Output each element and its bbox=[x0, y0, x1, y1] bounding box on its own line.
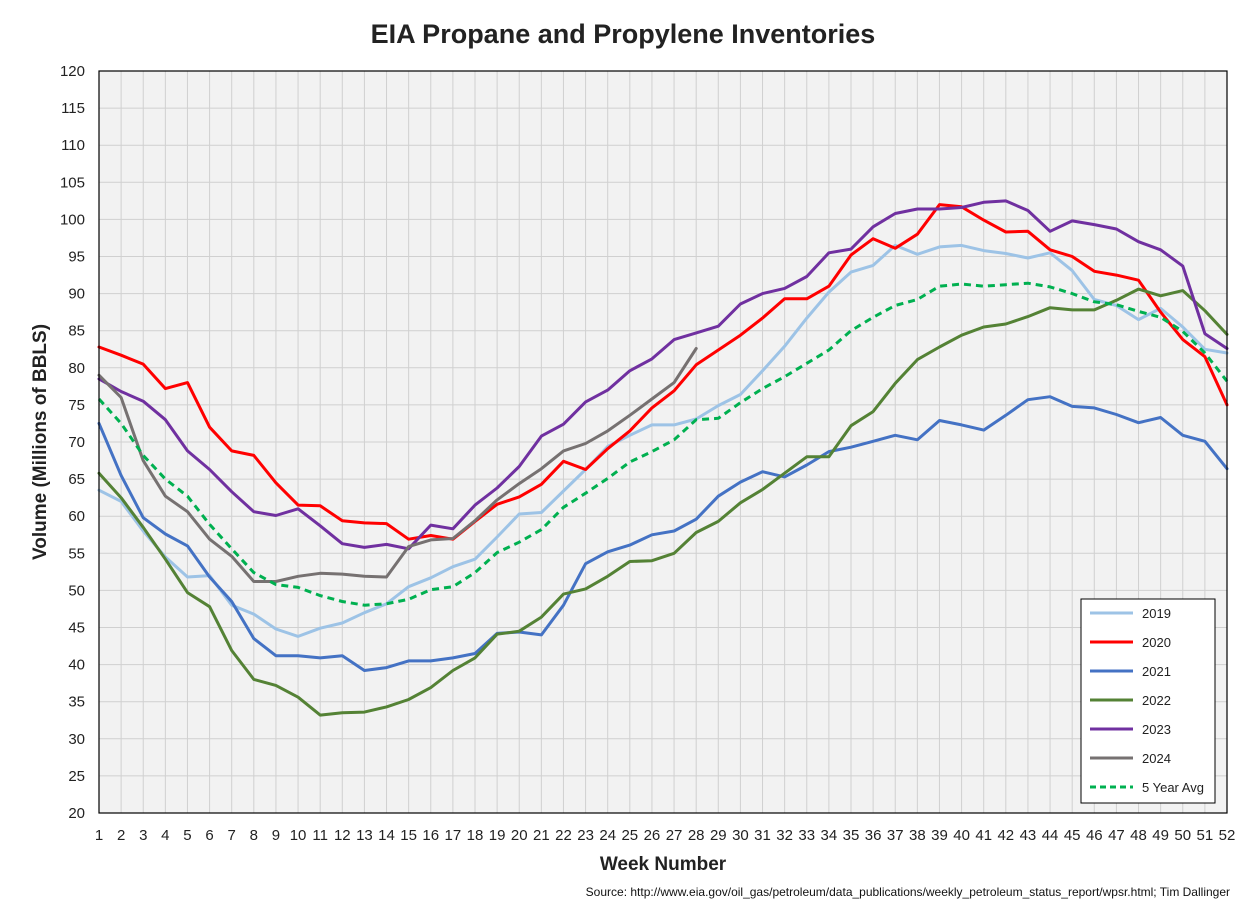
x-tick-label: 23 bbox=[577, 827, 594, 844]
x-tick-label: 40 bbox=[953, 827, 970, 844]
x-tick-label: 35 bbox=[843, 827, 860, 844]
x-tick-label: 28 bbox=[688, 827, 705, 844]
y-tick-label: 50 bbox=[68, 582, 85, 599]
x-tick-label: 47 bbox=[1108, 827, 1125, 844]
legend: 2019 2020 2021 2022 2023 2024 5 Year Avg bbox=[1080, 598, 1216, 804]
x-tick-label: 48 bbox=[1130, 827, 1147, 844]
source-note: Source: http://www.eia.gov/oil_gas/petro… bbox=[586, 885, 1230, 899]
series-line-2020 bbox=[97, 203, 1229, 541]
x-tick-label: 17 bbox=[445, 827, 462, 844]
y-tick-label: 55 bbox=[68, 545, 85, 562]
x-tick-label: 44 bbox=[1042, 827, 1059, 844]
x-tick-label: 34 bbox=[821, 827, 838, 844]
legend-label: 2021 bbox=[1142, 664, 1171, 679]
x-tick-label: 9 bbox=[272, 827, 280, 844]
y-tick-labels: 20 25 30 35 40 45 50 55 60 65 70 75 80 85 90 95 100 105 11… bbox=[60, 63, 85, 822]
x-tick-label: 43 bbox=[1020, 827, 1037, 844]
x-tick-label: 39 bbox=[931, 827, 948, 844]
y-tick-label: 80 bbox=[68, 360, 85, 377]
y-tick-label: 20 bbox=[68, 805, 85, 822]
x-tick-label: 22 bbox=[555, 827, 572, 844]
x-tick-label: 4 bbox=[161, 827, 169, 844]
x-tick-label: 14 bbox=[378, 827, 395, 844]
series-lines bbox=[97, 199, 1229, 717]
x-tick-label: 37 bbox=[887, 827, 904, 844]
x-tick-label: 42 bbox=[997, 827, 1014, 844]
x-tick-label: 13 bbox=[356, 827, 373, 844]
x-tick-label: 45 bbox=[1064, 827, 1081, 844]
y-axis-title: Volume (Millions of BBLS) bbox=[30, 324, 51, 560]
y-tick-label: 30 bbox=[68, 731, 85, 748]
x-tick-label: 24 bbox=[599, 827, 616, 844]
x-tick-label: 27 bbox=[666, 827, 683, 844]
series-line-2023 bbox=[97, 199, 1229, 551]
x-tick-label: 19 bbox=[489, 827, 506, 844]
chart-title: EIA Propane and Propylene Inventories bbox=[371, 19, 876, 49]
x-tick-label: 1 bbox=[95, 827, 103, 844]
x-tick-label: 21 bbox=[533, 827, 550, 844]
x-tick-label: 7 bbox=[228, 827, 236, 844]
y-tick-label: 110 bbox=[61, 137, 85, 154]
x-axis-title: Week Number bbox=[600, 854, 727, 875]
x-tick-label: 3 bbox=[139, 827, 147, 844]
x-tick-label: 15 bbox=[400, 827, 417, 844]
legend-entries: 2019 2020 2021 2022 2023 2024 5 Year Avg bbox=[1090, 606, 1204, 795]
legend-label: 5 Year Avg bbox=[1142, 780, 1204, 795]
x-tick-label: 36 bbox=[865, 827, 882, 844]
y-tick-label: 95 bbox=[68, 249, 85, 266]
x-tick-label: 8 bbox=[250, 827, 258, 844]
x-tick-label: 6 bbox=[205, 827, 213, 844]
y-tick-label: 120 bbox=[60, 63, 85, 80]
x-tick-label: 33 bbox=[798, 827, 815, 844]
legend-label: 2022 bbox=[1142, 693, 1171, 708]
plot-border bbox=[98, 70, 1228, 814]
series-line-2022 bbox=[97, 287, 1229, 717]
series-line-2021 bbox=[97, 395, 1229, 672]
x-tick-label: 11 bbox=[312, 827, 328, 844]
x-tick-label: 52 bbox=[1219, 827, 1236, 844]
y-tick-label: 100 bbox=[60, 211, 85, 228]
x-tick-label: 41 bbox=[975, 827, 992, 844]
x-tick-label: 38 bbox=[909, 827, 926, 844]
x-tick-label: 12 bbox=[334, 827, 351, 844]
y-tick-label: 70 bbox=[68, 434, 85, 451]
y-tick-label: 60 bbox=[68, 508, 85, 525]
x-tick-label: 31 bbox=[754, 827, 771, 844]
y-tick-label: 40 bbox=[68, 657, 85, 674]
x-tick-label: 49 bbox=[1152, 827, 1169, 844]
y-tick-label: 35 bbox=[68, 694, 85, 711]
x-tick-label: 26 bbox=[644, 827, 661, 844]
x-tick-label: 16 bbox=[422, 827, 439, 844]
y-tick-label: 105 bbox=[60, 174, 85, 191]
series-line-2019 bbox=[97, 243, 1229, 638]
x-tick-label: 10 bbox=[290, 827, 307, 844]
x-tick-label: 50 bbox=[1174, 827, 1191, 844]
y-tick-label: 115 bbox=[61, 100, 85, 117]
gridlines bbox=[98, 70, 1228, 814]
y-tick-label: 85 bbox=[68, 323, 85, 340]
legend-label: 2023 bbox=[1142, 722, 1171, 737]
y-tick-label: 45 bbox=[68, 620, 85, 637]
series-line-5-year-avg bbox=[97, 281, 1229, 607]
x-tick-label: 30 bbox=[732, 827, 749, 844]
y-tick-label: 65 bbox=[68, 471, 85, 488]
x-tick-label: 29 bbox=[710, 827, 727, 844]
x-tick-label: 46 bbox=[1086, 827, 1103, 844]
x-tick-label: 25 bbox=[621, 827, 638, 844]
legend-label: 2020 bbox=[1142, 635, 1171, 650]
legend-label: 2024 bbox=[1142, 751, 1171, 766]
x-tick-label: 5 bbox=[183, 827, 191, 844]
y-tick-label: 75 bbox=[68, 397, 85, 414]
x-tick-label: 51 bbox=[1197, 827, 1214, 844]
y-tick-label: 90 bbox=[68, 286, 85, 303]
x-tick-label: 20 bbox=[511, 827, 528, 844]
x-tick-label: 18 bbox=[467, 827, 484, 844]
x-tick-labels: 1 2 3 4 5 6 7 8 9 10 11 12 13 14 15 16 17 18 19 20 21 22 23 24 2… bbox=[95, 827, 1236, 844]
series-line-2024 bbox=[97, 347, 698, 583]
y-tick-label: 25 bbox=[68, 768, 85, 785]
x-tick-label: 2 bbox=[117, 827, 125, 844]
x-tick-label: 32 bbox=[776, 827, 793, 844]
legend-label: 2019 bbox=[1142, 606, 1171, 621]
